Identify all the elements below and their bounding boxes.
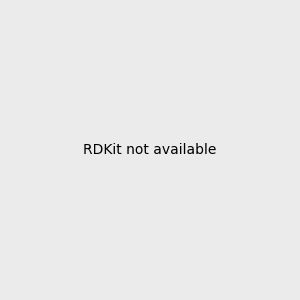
Text: RDKit not available: RDKit not available	[83, 143, 217, 157]
